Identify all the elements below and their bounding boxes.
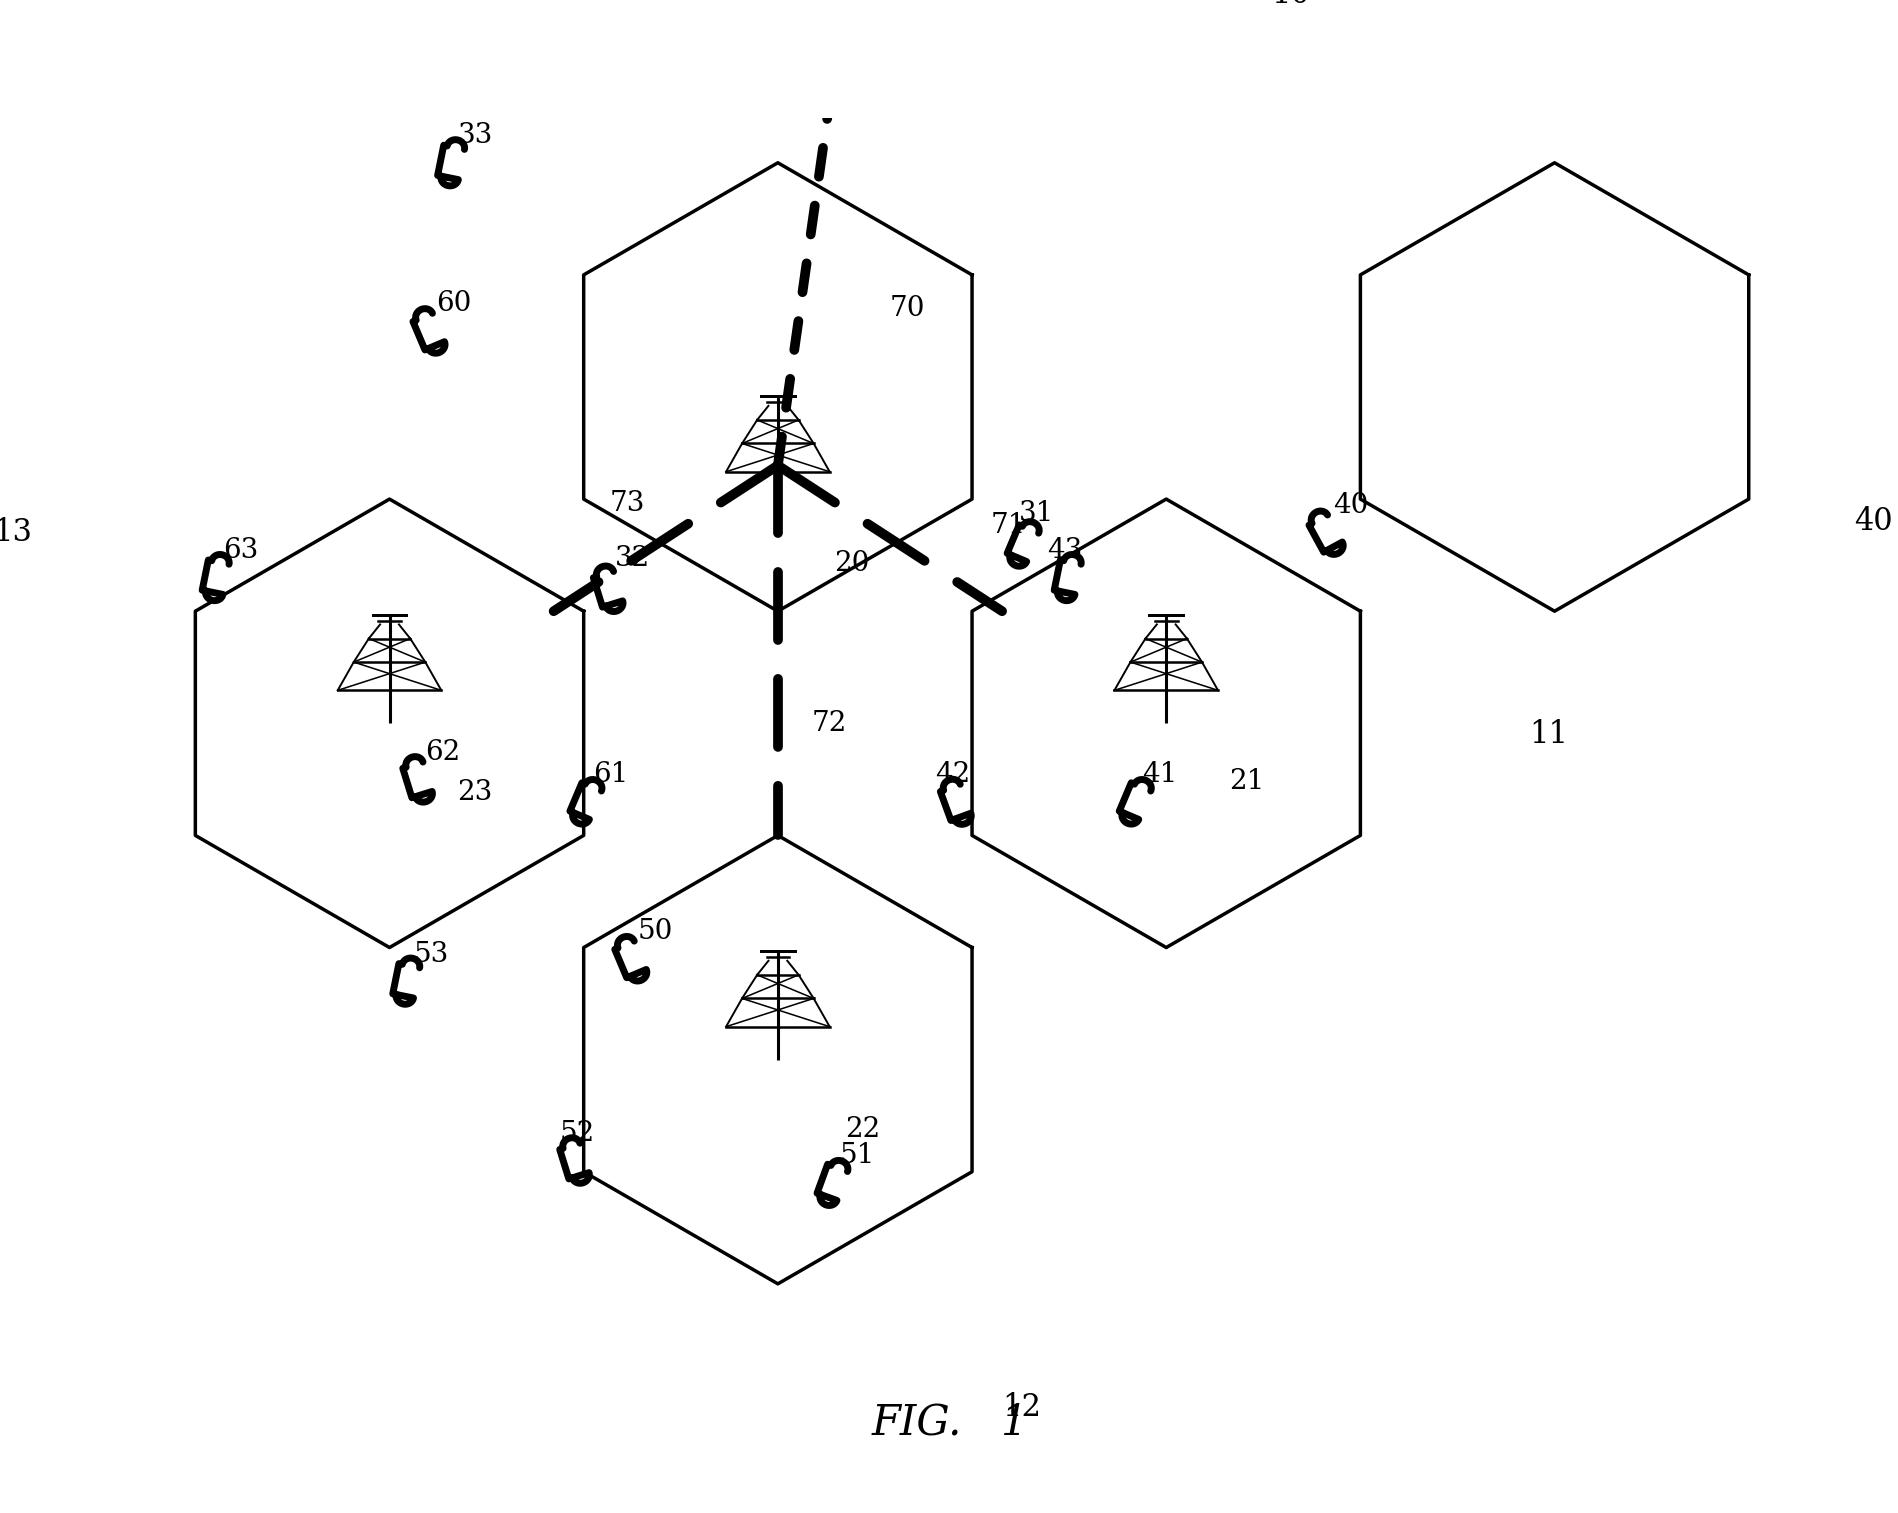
Text: 32: 32 xyxy=(615,545,651,572)
Text: 10: 10 xyxy=(1270,0,1310,11)
Text: 41: 41 xyxy=(1141,761,1177,788)
Text: 70: 70 xyxy=(890,295,924,322)
Text: 63: 63 xyxy=(222,537,258,564)
Text: 50: 50 xyxy=(638,918,672,946)
Text: 40: 40 xyxy=(1852,505,1892,537)
Text: 20: 20 xyxy=(833,549,869,576)
Text: 13: 13 xyxy=(0,517,32,548)
Text: 61: 61 xyxy=(592,761,628,788)
Text: 40: 40 xyxy=(1332,492,1367,519)
Text: 73: 73 xyxy=(609,490,645,517)
Text: FIG.   1: FIG. 1 xyxy=(871,1401,1027,1443)
Text: 23: 23 xyxy=(457,779,492,806)
Text: 21: 21 xyxy=(1228,769,1264,796)
Text: 43: 43 xyxy=(1046,537,1082,564)
Text: 60: 60 xyxy=(437,290,471,318)
Text: 71: 71 xyxy=(991,513,1025,540)
Text: 52: 52 xyxy=(560,1120,594,1147)
Text: 72: 72 xyxy=(810,710,847,737)
Text: 12: 12 xyxy=(1002,1392,1040,1422)
Text: 42: 42 xyxy=(934,761,970,788)
Text: 11: 11 xyxy=(1528,719,1568,750)
Text: 22: 22 xyxy=(845,1115,881,1142)
Text: 51: 51 xyxy=(839,1142,875,1170)
Text: 62: 62 xyxy=(425,738,459,766)
Text: 53: 53 xyxy=(414,941,448,968)
Text: 33: 33 xyxy=(457,123,493,150)
Text: 31: 31 xyxy=(1019,501,1053,527)
